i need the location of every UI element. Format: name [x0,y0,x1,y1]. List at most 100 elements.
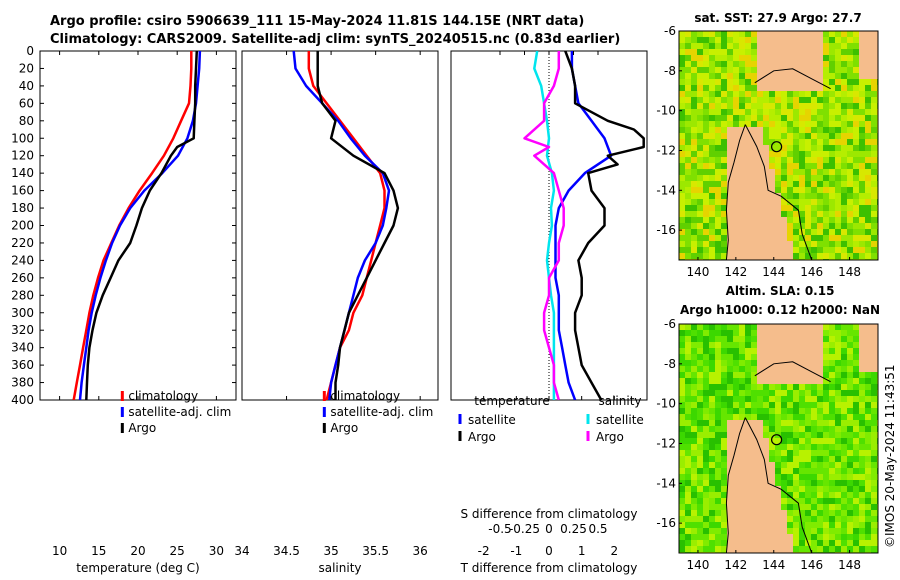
map-cell [697,402,703,408]
map-cell [823,73,829,79]
map-cell [829,175,835,181]
map-cell [793,480,799,486]
map-cell [763,432,769,438]
map-cell [763,133,769,139]
map-cell [679,193,685,199]
map-cell [841,43,847,49]
map-cell [859,109,865,115]
map-cell [829,396,835,402]
map-cell [853,187,859,193]
map-cell [691,486,697,492]
map-cell [697,486,703,492]
map-cell [745,91,751,97]
map-cell [685,109,691,115]
map-cell [685,31,691,37]
map-cell [793,121,799,127]
map-cell [697,462,703,468]
map-cell [853,528,859,534]
map-cell [787,205,793,211]
map-cell [823,109,829,115]
map-cell [739,31,745,37]
map-cell [697,235,703,241]
map-cell [847,522,853,528]
map-cell [799,540,805,546]
map-cell [799,205,805,211]
map-cell [865,133,871,139]
map-cell [709,79,715,85]
map-cell [841,151,847,157]
map-cell [685,408,691,414]
map-cell [733,378,739,384]
map-cell [697,456,703,462]
map-cell [781,91,787,97]
map-cell [787,211,793,217]
map-cell [829,169,835,175]
map-cell [721,253,727,259]
map-cell [679,504,685,510]
map-cell [829,85,835,91]
map-cell [751,366,757,372]
map-cell [853,366,859,372]
x-tick-label: -2 [478,544,490,558]
depth-tick-label: 120 [11,149,34,163]
map-cell [775,444,781,450]
map-cell [829,151,835,157]
map-cell [703,384,709,390]
map-cell [811,384,817,390]
map-cell [769,444,775,450]
legend-label: satellite-adj. clim [128,405,231,419]
map-cell [793,235,799,241]
map-cell [781,187,787,193]
map-cell [745,408,751,414]
map-cell [721,109,727,115]
map-cell [829,336,835,342]
map-cell [805,444,811,450]
map-cell [679,396,685,402]
map-cell [685,91,691,97]
map-cell [829,432,835,438]
map-cell [829,390,835,396]
map-cell [799,163,805,169]
map-cell [775,480,781,486]
map-cell [697,348,703,354]
series-line-climatology [307,51,386,400]
map-cell [715,91,721,97]
map-cell [745,73,751,79]
map-cell [865,229,871,235]
temperature-panel: 10 15 20 25 30 02040608010012014016018020022… [11,44,647,575]
map-cell [709,121,715,127]
map-cell [697,546,703,552]
map-cell [823,37,829,43]
map-cell [703,247,709,253]
map-cell [793,211,799,217]
map-cell [865,402,871,408]
map-cell [811,414,817,420]
map-cell [679,492,685,498]
map-cell [721,360,727,366]
map-cell [715,468,721,474]
map-cell [691,199,697,205]
map-cell [817,474,823,480]
map-cell [721,486,727,492]
map-cell [871,444,877,450]
map-cell [703,127,709,133]
map-cell [853,390,859,396]
map-cell [721,223,727,229]
map-cell [871,390,877,396]
map-cell [835,384,841,390]
map-cell [787,127,793,133]
map-cell [829,193,835,199]
map-cell [697,145,703,151]
map-cell [709,378,715,384]
map-cell [823,378,829,384]
map-cell [709,67,715,73]
x-tick-label: -1 [510,544,522,558]
map-cell [715,486,721,492]
map-cell [817,510,823,516]
map-cell [715,139,721,145]
map-cell [757,103,763,109]
map-cell [865,169,871,175]
map-cell [721,85,727,91]
map-cell [805,139,811,145]
map-cell [865,462,871,468]
